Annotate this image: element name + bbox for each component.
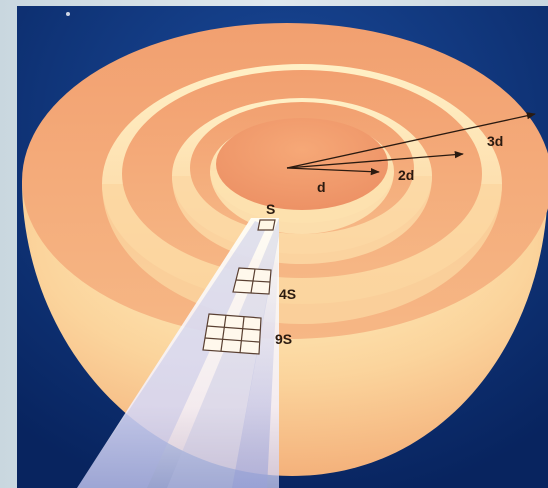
distance-arrows <box>286 112 536 176</box>
label-s: S <box>266 201 275 217</box>
diagram-svg: d 2d 3d S 4S 9S <box>17 6 548 488</box>
star <box>66 12 70 16</box>
area-s-square <box>257 219 276 231</box>
light-beam <box>77 218 279 488</box>
label-2d: 2d <box>398 167 414 183</box>
area-9s-grid <box>202 313 262 355</box>
inner-core-face <box>216 118 388 210</box>
beam-shade-left <box>77 221 267 488</box>
arrow-d <box>286 167 380 176</box>
arrow-3d <box>286 112 536 169</box>
area-4s-grid <box>232 267 272 295</box>
label-d: d <box>317 179 326 195</box>
arrow-2d <box>286 151 464 169</box>
inverse-square-diagram: d 2d 3d S 4S 9S <box>17 6 548 488</box>
label-3d: 3d <box>487 133 503 149</box>
label-4s: 4S <box>279 286 296 302</box>
beam-shade-right <box>232 231 279 488</box>
label-9s: 9S <box>275 331 292 347</box>
